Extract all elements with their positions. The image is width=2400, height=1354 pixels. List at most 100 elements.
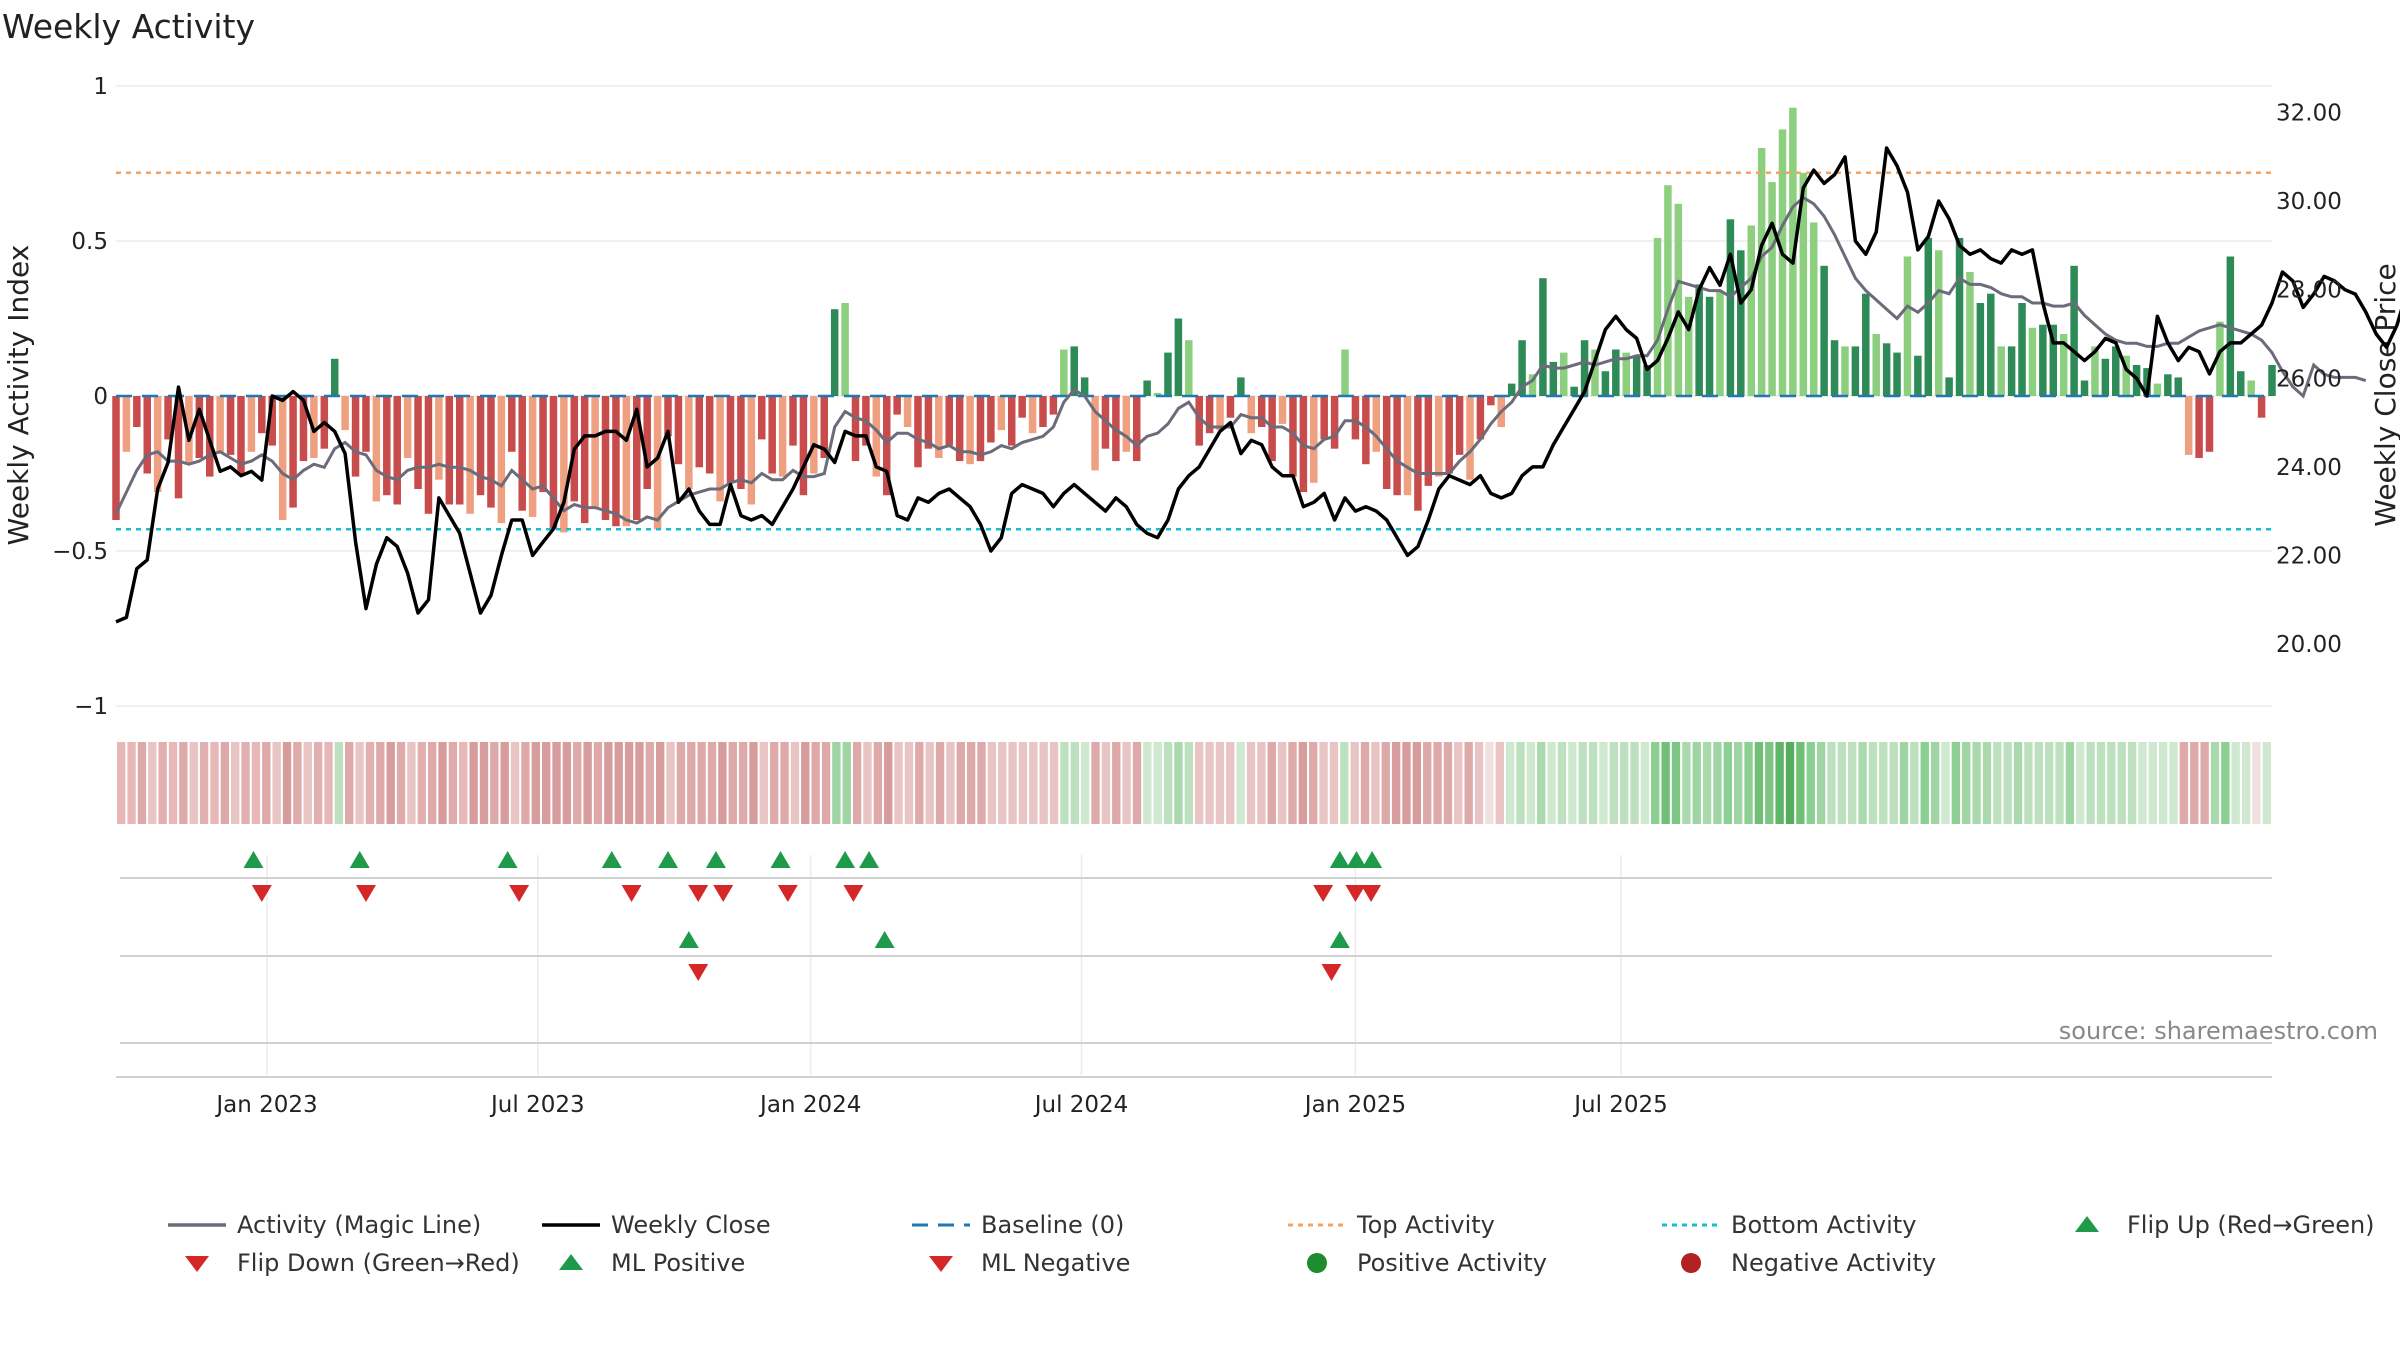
activity-bar: [539, 396, 547, 493]
strip-cell: [790, 742, 800, 824]
strip-cell: [666, 742, 675, 824]
strip-cell: [1184, 742, 1193, 824]
strip-cell: [365, 742, 375, 824]
activity-bar: [372, 396, 381, 502]
legend-label: ML Positive: [611, 1249, 745, 1277]
activity-bar: [247, 396, 256, 452]
strip-cell: [1930, 742, 1940, 824]
strip-cell: [801, 742, 810, 824]
strip-cell: [1848, 742, 1857, 824]
legend-item: Flip Down (Green→Red): [185, 1249, 520, 1277]
activity-bar: [1226, 396, 1235, 418]
strip-cell: [1049, 742, 1059, 824]
legend-label: ML Negative: [981, 1249, 1130, 1277]
strip-cell: [1899, 742, 1909, 824]
activity-bar: [945, 396, 953, 446]
activity-bar: [1997, 346, 2005, 396]
activity-bar: [643, 396, 651, 489]
strip-cell: [728, 742, 737, 824]
y-right-tick-label: 30.00: [2276, 189, 2342, 215]
strip-cell: [1381, 742, 1390, 824]
activity-bar: [497, 396, 506, 524]
activity-bar: [2028, 327, 2037, 396]
strip-cell: [1723, 742, 1732, 824]
activity-bar: [935, 396, 943, 458]
strip-cell: [624, 742, 634, 824]
activity-bar: [1934, 250, 1943, 396]
strip-cell: [127, 742, 136, 824]
activity-bar: [195, 396, 204, 458]
legend-item: ML Positive: [559, 1249, 745, 1277]
activity-bar: [153, 396, 162, 493]
activity-bar: [1320, 396, 1328, 440]
strip-cell: [1868, 742, 1878, 824]
activity-bar: [1268, 396, 1276, 462]
ml-positive-marker: [1329, 931, 1350, 948]
legend-item: Top Activity: [1288, 1211, 1495, 1239]
legend-swatch: [559, 1254, 583, 1270]
activity-bar: [1778, 129, 1787, 396]
activity-bar: [1882, 343, 1891, 396]
activity-bar: [716, 396, 724, 502]
activity-bar: [758, 396, 766, 440]
activity-bar: [1289, 396, 1297, 477]
strip-cell: [573, 742, 582, 824]
activity-bar: [1580, 340, 1589, 396]
activity-bar: [768, 396, 776, 474]
strip-cell: [1423, 742, 1432, 824]
strip-cell: [2252, 742, 2261, 824]
activity-bar: [612, 396, 620, 527]
activity-bar: [1716, 290, 1724, 396]
activity-bar: [747, 396, 756, 505]
flip-down-marker: [713, 885, 734, 902]
activity-bar: [455, 396, 464, 505]
strip-cell: [1765, 742, 1774, 824]
activity-bar: [1403, 396, 1412, 496]
activity-bar: [1518, 340, 1526, 396]
strip-cell: [925, 742, 934, 824]
flip-up-marker: [658, 851, 679, 868]
strip-cell: [282, 742, 292, 824]
activity-bar: [2018, 303, 2026, 396]
activity-bar: [1278, 396, 1287, 424]
activity-bar: [1684, 296, 1693, 396]
activity-bar: [1382, 396, 1391, 489]
activity-bar: [1018, 396, 1026, 418]
strip-cell: [1143, 742, 1152, 824]
strip-cell: [427, 742, 437, 824]
activity-bar: [1809, 222, 1818, 396]
activity-bar: [2195, 396, 2203, 458]
y-axis-right-label: Weekly Close Price: [2369, 263, 2400, 526]
strip-cell: [1993, 742, 2002, 824]
strip-cell: [1816, 742, 1826, 824]
flip-up-marker: [349, 851, 370, 868]
legend-item: Weekly Close: [542, 1211, 771, 1239]
activity-bar: [1466, 396, 1474, 480]
strip-cell: [759, 742, 769, 824]
strip-cell: [987, 742, 997, 824]
strip-cell: [1060, 742, 1069, 824]
strip-cell: [676, 742, 686, 824]
activity-bar: [1330, 396, 1339, 449]
legend-item: Flip Up (Red→Green): [2075, 1211, 2375, 1239]
activity-bar: [216, 396, 224, 452]
strip-cell: [604, 742, 613, 824]
activity-bar: [2112, 346, 2120, 396]
activity-bar: [1674, 203, 1683, 396]
activity-bar: [466, 396, 474, 514]
strip-cell: [2200, 742, 2209, 824]
strip-cell: [531, 742, 540, 824]
strip-cell: [345, 742, 354, 824]
activity-bar: [2143, 368, 2151, 396]
magic-line: [114, 195, 2367, 525]
strip-cell: [2044, 742, 2054, 824]
strip-cell: [376, 742, 385, 824]
activity-bar: [893, 396, 901, 415]
x-tick-label: Jul 2025: [1572, 1092, 1668, 1118]
strip-cell: [2210, 742, 2220, 824]
activity-bar: [1028, 396, 1037, 434]
strip-cell: [1858, 742, 1867, 824]
flip-up-marker: [243, 851, 264, 868]
activity-bar: [1257, 396, 1266, 427]
